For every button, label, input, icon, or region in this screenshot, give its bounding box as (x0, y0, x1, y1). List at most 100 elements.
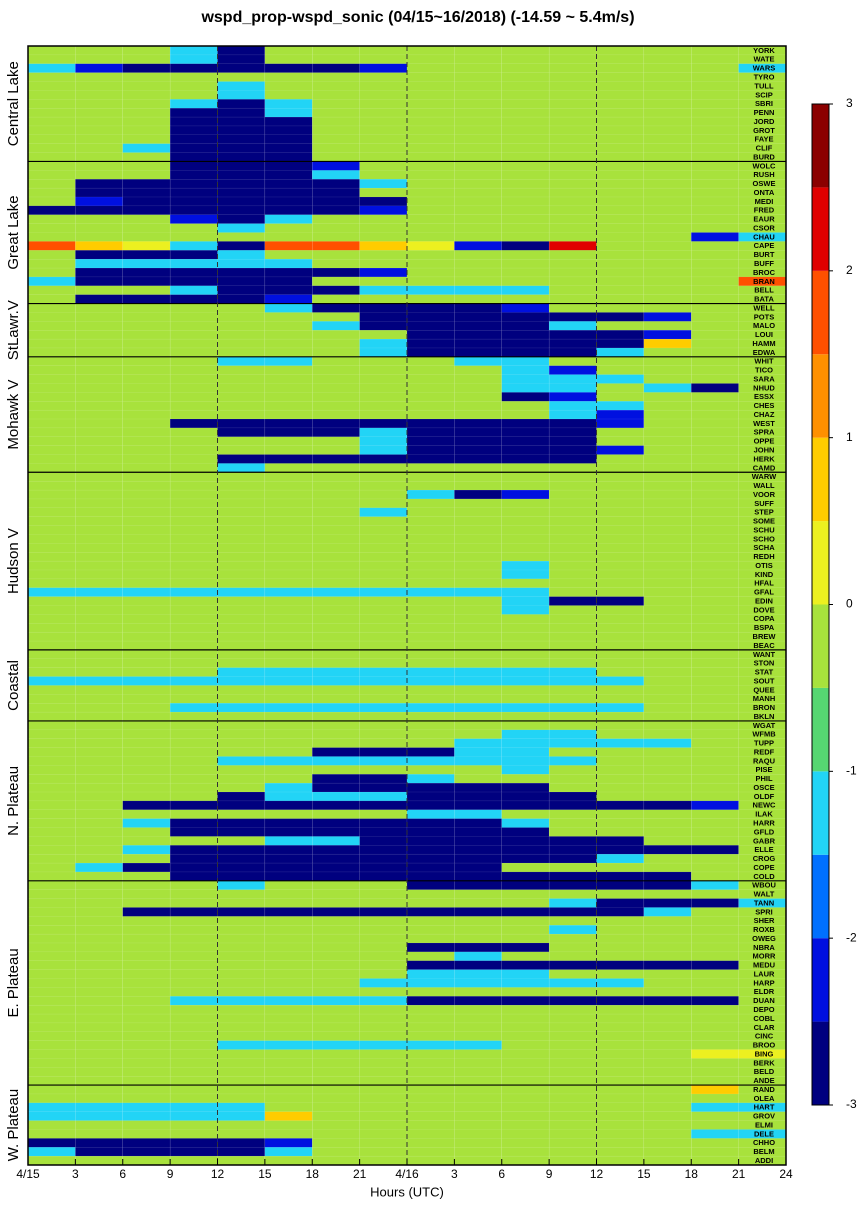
heat-cell (501, 99, 550, 109)
heat-cell (122, 889, 171, 899)
heat-cell (406, 498, 455, 509)
heat-cell (312, 329, 360, 340)
heat-cell (691, 916, 739, 926)
heat-cell (454, 667, 502, 677)
heat-cell (406, 747, 455, 757)
heat-cell (596, 978, 645, 988)
heat-cell (122, 916, 171, 926)
heat-cell (501, 685, 550, 695)
heat-cell (169, 782, 218, 793)
station-label: WALL (753, 481, 775, 490)
heat-cell (548, 978, 597, 988)
heat-cell (359, 1120, 408, 1130)
heat-cell (548, 312, 597, 322)
heat-cell (217, 99, 266, 109)
heat-cell (548, 1013, 597, 1024)
heat-cell (122, 667, 171, 677)
colorbar-swatch (812, 437, 829, 522)
heat-cell (122, 427, 171, 438)
heat-cell (454, 1022, 502, 1033)
heat-cell (122, 303, 171, 313)
heat-cell (596, 1031, 645, 1042)
heat-cell (454, 916, 502, 926)
heat-cell (27, 338, 76, 349)
heat-cell (454, 196, 502, 207)
heat-cell (454, 161, 502, 171)
heat-cell (122, 1093, 171, 1104)
heat-cell (406, 267, 455, 278)
heat-cell (548, 933, 597, 944)
heat-cell (691, 1155, 739, 1166)
heat-cell (596, 409, 645, 420)
heat-cell (217, 480, 266, 491)
heat-cell (406, 605, 455, 615)
heat-cell (643, 445, 692, 455)
heat-cell (169, 756, 218, 766)
heat-cell (548, 241, 597, 251)
heat-cell (406, 107, 455, 118)
heat-cell (548, 649, 597, 660)
heat-cell (312, 658, 360, 669)
heat-cell (596, 1138, 645, 1148)
station-label: ELLE (754, 845, 773, 854)
heat-cell (122, 223, 171, 233)
heat-cell (312, 765, 360, 775)
heat-cell (359, 276, 408, 287)
heat-cell (501, 472, 550, 482)
heat-cell (643, 356, 692, 367)
heat-cell (169, 321, 218, 331)
heat-cell (454, 1111, 502, 1121)
heat-cell (217, 116, 266, 127)
heat-cell (406, 401, 455, 411)
heat-cell (312, 889, 360, 899)
heat-cell (27, 729, 76, 740)
heat-cell (169, 578, 218, 589)
heat-cell (217, 916, 266, 926)
heat-cell (691, 925, 739, 935)
heat-cell (454, 560, 502, 571)
heat-cell (169, 143, 218, 153)
heat-cell (454, 329, 502, 340)
heat-cell (169, 454, 218, 464)
heat-cell (454, 978, 502, 988)
heat-cell (27, 889, 76, 899)
heat-cell (122, 587, 171, 598)
heat-cell (596, 303, 645, 313)
heat-cell (548, 187, 597, 198)
heat-cell (27, 436, 76, 447)
heat-cell (264, 507, 313, 518)
heat-cell (548, 1111, 597, 1121)
heat-cell (596, 45, 645, 56)
heat-cell (643, 338, 692, 349)
heat-cell (359, 925, 408, 935)
heat-cell (691, 987, 739, 997)
heat-cell (643, 543, 692, 553)
heat-cell (548, 196, 597, 207)
heat-cell (264, 1004, 313, 1015)
heat-cell (217, 871, 266, 882)
heat-cell (122, 933, 171, 944)
heat-cell (75, 907, 123, 917)
heat-cell (596, 338, 645, 349)
heat-cell (596, 880, 645, 891)
heat-cell (691, 747, 739, 757)
heat-cell (169, 898, 218, 908)
heat-cell (596, 436, 645, 447)
heat-cell (217, 214, 266, 225)
heat-cell (596, 267, 645, 278)
heat-cell (548, 90, 597, 100)
station-label: LAUR (754, 969, 775, 978)
heat-cell (454, 534, 502, 544)
station-label: COBL (753, 1014, 775, 1023)
station-label: WELL (753, 303, 775, 312)
heat-cell (359, 685, 408, 695)
heat-cell (169, 1013, 218, 1024)
heat-cell (359, 525, 408, 535)
heat-cell (643, 525, 692, 535)
heat-cell (691, 1084, 739, 1095)
heat-cell (691, 196, 739, 207)
heat-cell (312, 427, 360, 438)
heat-cell (75, 605, 123, 615)
heat-cell (27, 667, 76, 677)
heat-cell (454, 623, 502, 633)
